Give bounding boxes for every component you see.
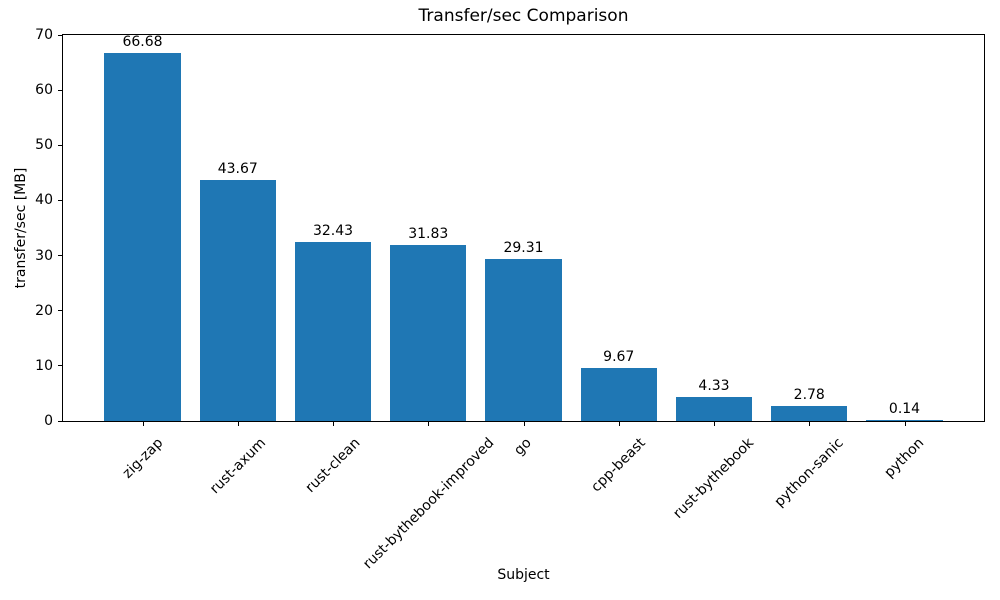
y-tick-mark [58, 365, 62, 367]
x-axis-label: Subject [497, 567, 550, 583]
bar-rust-bythebook-improved [390, 245, 467, 421]
x-tick-mark [333, 422, 334, 426]
y-tick-label: 20 [35, 302, 53, 319]
y-tick-mark [58, 420, 62, 422]
y-axis-label: transfer/sec [MB] [13, 167, 29, 289]
x-tick-label: cpp-beast [588, 435, 649, 496]
bar-value-label: 66.68 [122, 34, 163, 51]
x-tick-mark [714, 422, 715, 426]
bar-value-label: 0.14 [888, 401, 921, 417]
x-tick-label: zig-zap [119, 435, 166, 482]
y-tick-label: 10 [35, 357, 53, 374]
y-tick-mark [58, 310, 62, 312]
x-tick-label: rust-axum [206, 435, 269, 498]
bar-value-label: 32.43 [312, 223, 354, 240]
bar-value-label: 43.67 [217, 161, 258, 178]
bar-value-label: 31.83 [408, 226, 449, 243]
bar-zig-zap [104, 53, 181, 421]
y-tick-label: 50 [35, 137, 53, 154]
y-tick-label: 60 [35, 82, 53, 99]
x-tick-mark [428, 422, 430, 426]
bar-rust-bythebook [675, 397, 753, 421]
chart-title: Transfer/sec Comparison [418, 6, 629, 26]
bar-value-label: 9.67 [603, 348, 635, 365]
bar-value-label: 2.78 [793, 386, 825, 403]
x-tick-label: python [881, 435, 928, 481]
x-tick-label: rust-bythebook-improved [359, 435, 497, 573]
bar-go [485, 259, 562, 421]
y-tick-label: 70 [35, 27, 53, 43]
bar-rust-clean [294, 242, 372, 421]
y-tick-label: 0 [44, 413, 53, 429]
bar-cpp-beast [580, 367, 657, 421]
x-tick-label: rust-bythebook [670, 435, 758, 522]
x-tick-label: python-sanic [771, 435, 847, 511]
x-tick-mark [142, 422, 144, 426]
bar-python-sanic [771, 405, 848, 421]
bar-value-label: 4.33 [698, 378, 730, 395]
bar-rust-axum [199, 180, 276, 421]
y-tick-label: 30 [35, 247, 53, 264]
y-tick-mark [58, 144, 62, 146]
y-tick-mark [58, 89, 62, 91]
bar-python [866, 420, 943, 421]
x-tick-mark [618, 422, 620, 426]
x-tick-mark [523, 422, 525, 426]
x-tick-mark [904, 422, 906, 426]
x-tick-mark [237, 422, 239, 426]
y-tick-mark [58, 255, 62, 257]
bar-value-label: 29.31 [503, 240, 544, 257]
x-tick-label: go [511, 435, 536, 459]
x-tick-mark [809, 422, 811, 426]
y-tick-mark [58, 199, 62, 201]
y-tick-mark [58, 34, 62, 36]
y-tick-label: 40 [35, 192, 53, 209]
x-tick-label: rust-clean [302, 435, 364, 496]
plot-area: 66.68 43.67 32.43 31.83 29.31 9.67 4.33 2.78 0.1… [62, 34, 985, 422]
